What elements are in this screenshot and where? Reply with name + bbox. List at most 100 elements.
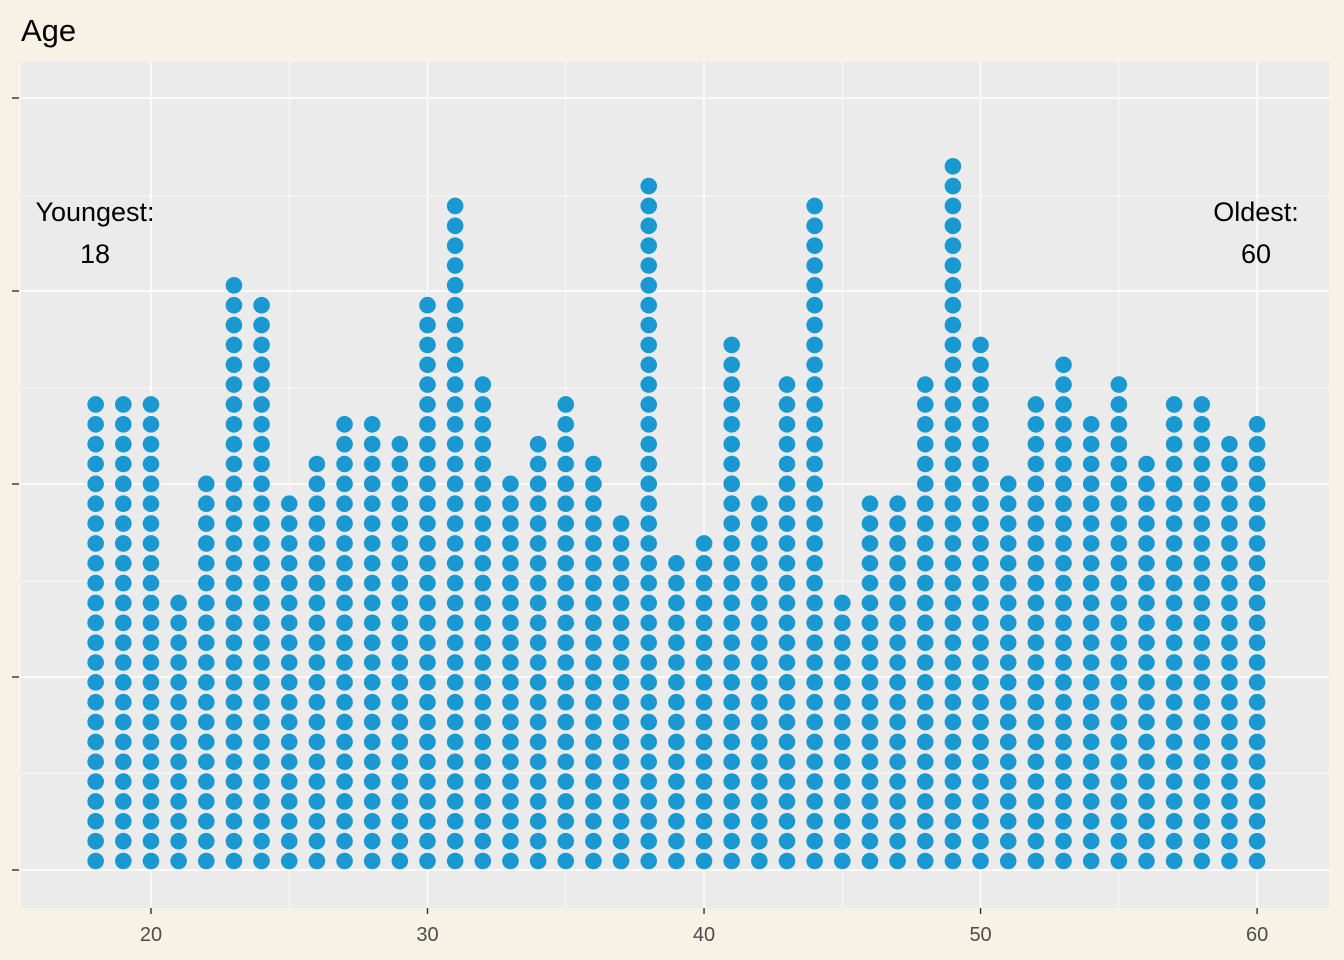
dot — [972, 693, 989, 711]
dot — [806, 852, 823, 870]
dot — [999, 793, 1017, 810]
dot — [585, 773, 602, 790]
dot — [391, 574, 409, 592]
dot — [1055, 832, 1072, 850]
dot — [1248, 733, 1266, 751]
dot — [391, 495, 409, 512]
dot — [1110, 396, 1128, 413]
dot — [695, 773, 713, 790]
dot — [446, 713, 464, 731]
dot — [668, 852, 685, 870]
dot — [834, 693, 851, 711]
dot — [557, 455, 575, 473]
dot — [446, 654, 464, 671]
dot — [557, 813, 575, 830]
dot — [778, 376, 796, 393]
dot — [502, 594, 519, 612]
dot — [972, 813, 989, 830]
dot — [585, 554, 602, 572]
dot — [419, 396, 436, 413]
dot — [474, 495, 492, 512]
dot — [751, 674, 768, 691]
dot — [944, 277, 962, 294]
dot — [1055, 356, 1072, 374]
dot — [1193, 654, 1211, 671]
dot — [336, 535, 353, 552]
dot — [225, 813, 243, 830]
dot — [87, 832, 104, 850]
dot — [115, 852, 132, 870]
dot — [944, 475, 962, 493]
dot — [502, 634, 519, 651]
dot — [557, 475, 575, 493]
dot — [889, 654, 906, 671]
dot — [889, 554, 906, 572]
dot — [916, 515, 934, 532]
dot — [640, 634, 658, 651]
dot — [557, 614, 575, 632]
dot — [1110, 773, 1128, 790]
dot — [363, 574, 381, 592]
dot — [502, 535, 519, 552]
dot — [944, 693, 962, 711]
dot — [529, 654, 547, 671]
dot — [225, 296, 243, 314]
dot — [751, 813, 768, 830]
dot — [972, 475, 989, 493]
dot — [1193, 614, 1211, 632]
dot — [1082, 733, 1100, 751]
dot — [1165, 634, 1183, 651]
dot — [723, 475, 740, 493]
dot — [529, 535, 547, 552]
dot — [419, 336, 436, 354]
dot — [723, 852, 740, 870]
dot — [1082, 554, 1100, 572]
dot — [1110, 594, 1128, 612]
dot — [1027, 614, 1045, 632]
dot — [308, 554, 326, 572]
dot — [142, 852, 160, 870]
dot — [336, 693, 353, 711]
dot — [640, 277, 658, 294]
dot — [502, 614, 519, 632]
dot — [1193, 634, 1211, 651]
dot — [640, 832, 658, 850]
dot — [916, 416, 934, 433]
dot — [1027, 713, 1045, 731]
dot — [446, 793, 464, 810]
dot — [1165, 435, 1183, 453]
dot — [446, 515, 464, 532]
dot — [1248, 773, 1266, 790]
dot — [1248, 813, 1266, 830]
dot — [889, 634, 906, 651]
dot — [446, 217, 464, 235]
dot — [916, 713, 934, 731]
dot — [419, 852, 436, 870]
dot — [1165, 753, 1183, 771]
dot — [1221, 554, 1238, 572]
dot — [1165, 594, 1183, 612]
dot — [1082, 753, 1100, 771]
dot — [778, 793, 796, 810]
dot — [1055, 614, 1072, 632]
dot — [1165, 614, 1183, 632]
dot — [502, 773, 519, 790]
dot — [170, 832, 187, 850]
dot — [972, 614, 989, 632]
dot — [115, 674, 132, 691]
dot — [253, 813, 270, 830]
dot — [87, 654, 104, 671]
dot — [806, 197, 823, 215]
dot — [308, 813, 326, 830]
dot — [1027, 435, 1045, 453]
dot — [916, 554, 934, 572]
dot — [1248, 515, 1266, 532]
dot — [1027, 416, 1045, 433]
dot — [972, 416, 989, 433]
dot — [640, 455, 658, 473]
dot — [1110, 495, 1128, 512]
dot — [1082, 793, 1100, 810]
dot — [115, 773, 132, 790]
dot — [280, 554, 298, 572]
dot — [612, 614, 630, 632]
